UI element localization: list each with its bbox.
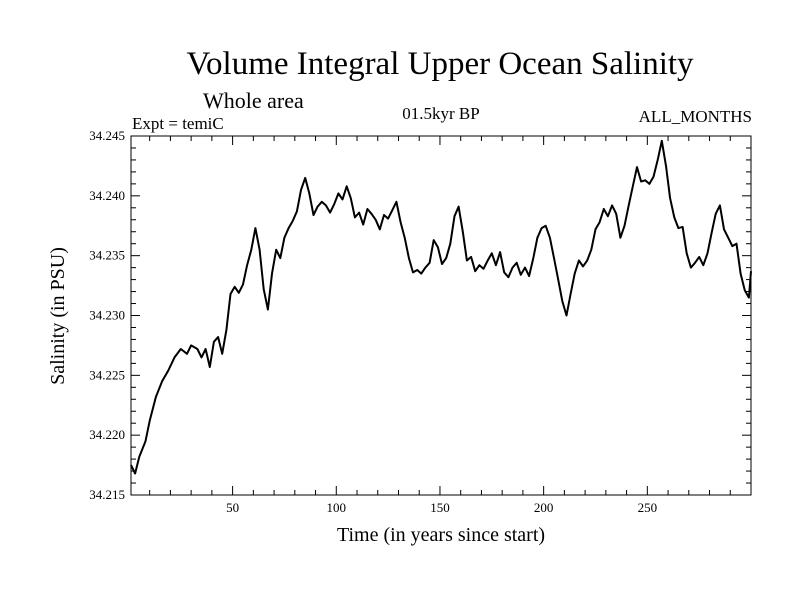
y-tick-label: 34.235: [89, 248, 125, 263]
y-tick-label: 34.245: [89, 128, 125, 143]
x-tick-label: 150: [430, 500, 450, 515]
period-label: 01.5kyr BP: [402, 104, 480, 123]
x-axis-title: Time (in years since start): [337, 524, 545, 546]
y-tick-label: 34.220: [89, 427, 125, 442]
plot-frame: [130, 135, 752, 496]
x-tick-labels: 50 100 150 200 250: [226, 500, 657, 515]
months-label: ALL_MONTHS: [638, 107, 752, 126]
y-tick-labels: 34.215 34.220 34.225 34.230 34.235 34.240 34.2…: [89, 128, 125, 502]
chart-title: Volume Integral Upper Ocean Salinity: [186, 46, 694, 82]
y-tick-label: 34.225: [89, 367, 125, 382]
y-axis-title: Salinity (in PSU): [47, 247, 69, 385]
y-tick-label: 34.230: [89, 308, 125, 323]
x-tick-label: 100: [327, 500, 347, 515]
salinity-series-line: [130, 139, 752, 475]
axis-ticks: [131, 135, 751, 496]
x-tick-label: 250: [638, 500, 658, 515]
experiment-label: Expt = temiC: [132, 114, 224, 133]
y-tick-label: 34.215: [89, 487, 125, 502]
x-tick-label: 50: [226, 500, 239, 515]
x-tick-label: 200: [534, 500, 554, 515]
chart-subtitle: Whole area: [203, 88, 304, 113]
y-tick-label: 34.240: [89, 188, 125, 203]
